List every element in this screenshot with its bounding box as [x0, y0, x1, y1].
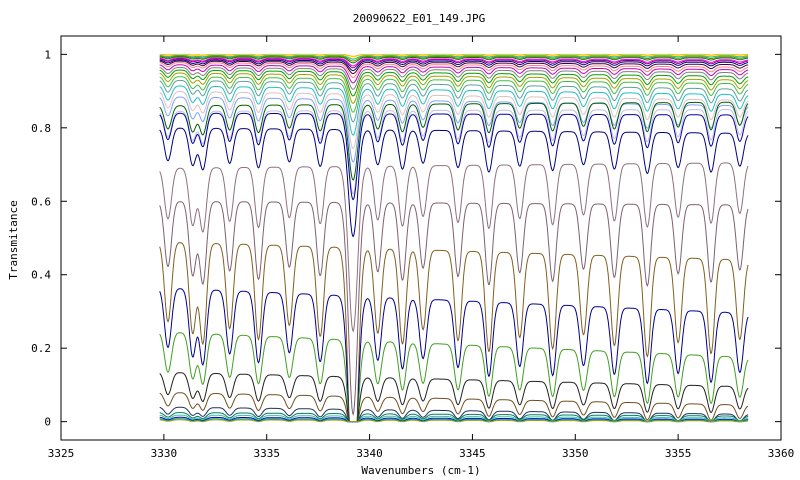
series-line-32	[159, 414, 749, 423]
series-line-26	[159, 288, 749, 423]
series-line-23	[159, 162, 749, 333]
series-line-5	[159, 57, 749, 67]
series-line-28	[159, 372, 749, 423]
x-tick-label: 3330	[151, 447, 178, 460]
x-tick-label: 3360	[768, 447, 795, 460]
chart-title: 20090622_E01_149.JPG	[353, 12, 485, 25]
x-tick-label: 3345	[459, 447, 486, 460]
x-tick-label: 3350	[562, 447, 589, 460]
series-line-11	[159, 66, 749, 90]
x-tick-label: 3355	[665, 447, 692, 460]
series-line-20	[159, 109, 749, 195]
series-line-15	[159, 79, 749, 123]
series-line-27	[159, 332, 749, 423]
series-line-1	[159, 54, 749, 59]
series-line-4	[159, 56, 749, 64]
series-line-2	[159, 55, 749, 60]
x-axis: 3325 3330 3335 3340 3345 3350 3355 3360	[48, 36, 795, 460]
series-line-13	[159, 72, 749, 104]
series-line-22	[159, 127, 749, 238]
series-line-29	[159, 392, 749, 423]
series-line-19	[159, 101, 749, 181]
y-axis-label: Transmitance	[7, 200, 20, 279]
y-tick-label: 0.6	[31, 195, 51, 208]
y-tick-label: 1	[44, 48, 51, 61]
series-line-24	[159, 201, 749, 417]
y-axis: 0 0.2 0.4 0.6 0.8 1	[31, 48, 781, 429]
y-tick-label: 0	[44, 416, 51, 429]
series-line-9	[159, 62, 749, 79]
series-line-35	[159, 419, 749, 423]
series-line-14	[159, 76, 749, 113]
series-group	[159, 53, 749, 423]
series-line-17	[159, 91, 749, 150]
series-line-8	[159, 60, 749, 74]
series-line-16	[159, 85, 749, 136]
x-tick-label: 3325	[48, 447, 75, 460]
series-line-0	[159, 53, 749, 57]
x-tick-label: 3340	[356, 447, 383, 460]
series-line-31	[159, 412, 749, 423]
series-line-3	[159, 55, 749, 62]
y-tick-label: 0.8	[31, 122, 51, 135]
series-line-21	[159, 112, 749, 201]
x-tick-label: 3335	[253, 447, 280, 460]
series-line-6	[159, 58, 749, 69]
series-line-25	[159, 242, 749, 423]
plot-frame	[60, 35, 782, 441]
x-axis-label: Wavenumbers (cm-1)	[361, 464, 480, 477]
series-line-12	[159, 69, 749, 97]
series-line-10	[159, 64, 749, 84]
series-line-7	[159, 59, 749, 72]
y-tick-label: 0.4	[31, 269, 51, 282]
y-tick-label: 0.2	[31, 342, 51, 355]
